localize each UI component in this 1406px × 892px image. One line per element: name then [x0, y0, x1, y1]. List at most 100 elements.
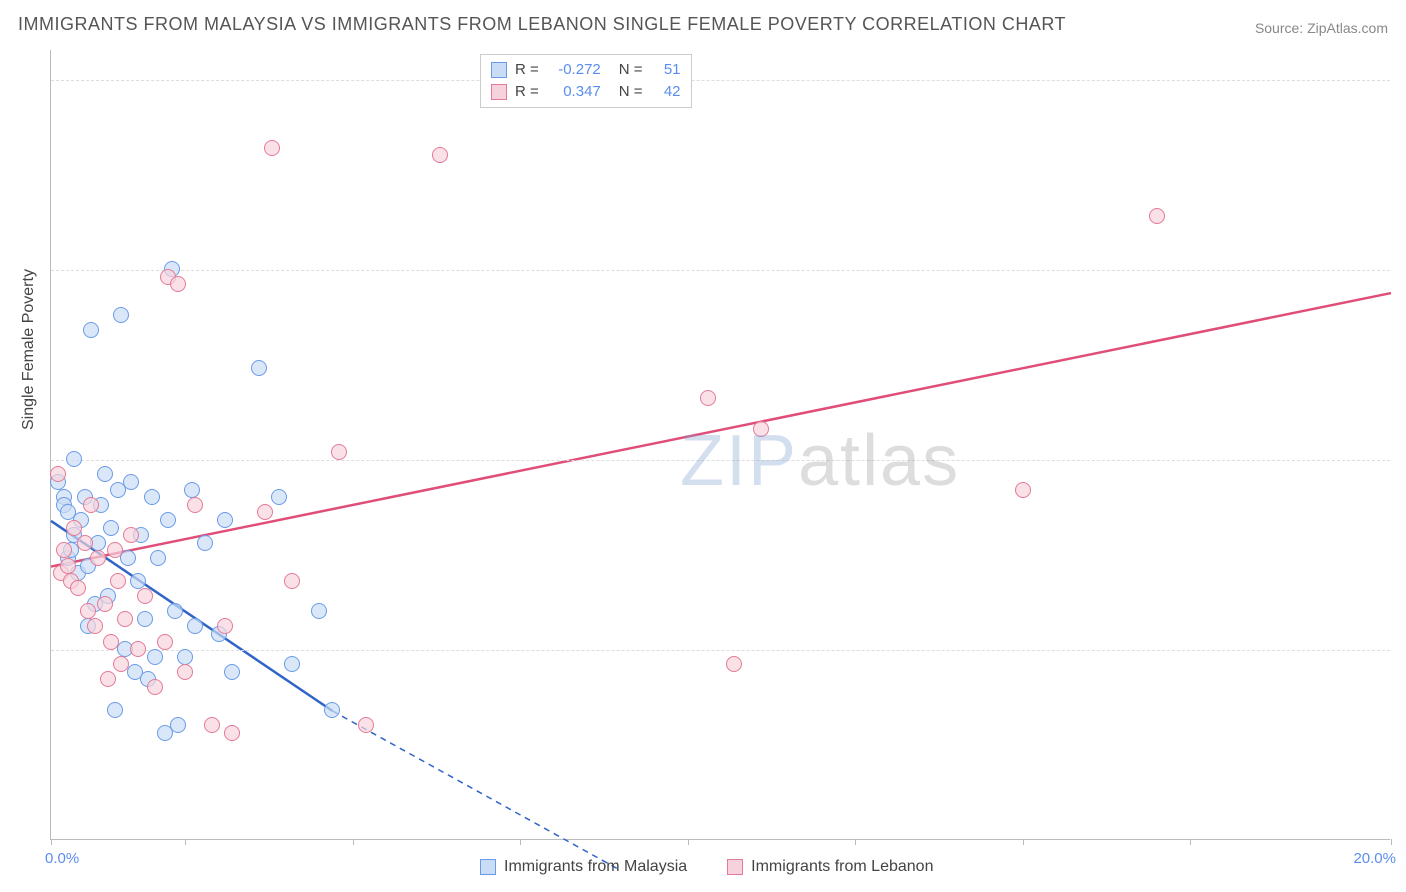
- legend-label: Immigrants from Lebanon: [751, 858, 933, 876]
- r-value-malaysia: -0.272: [547, 59, 601, 81]
- scatter-point-malaysia: [187, 618, 203, 634]
- scatter-point-lebanon: [700, 390, 716, 406]
- stats-row-malaysia: R = -0.272 N = 51: [491, 59, 681, 81]
- x-tick: [688, 839, 689, 845]
- n-value-lebanon: 42: [651, 81, 681, 103]
- chart-plot-area: 12.5%25.0%37.5%50.0%0.0%20.0%: [50, 50, 1390, 840]
- n-value-malaysia: 51: [651, 59, 681, 81]
- grid-line: [51, 650, 1390, 651]
- legend-item-lebanon: Immigrants from Lebanon: [727, 858, 933, 876]
- scatter-point-lebanon: [110, 573, 126, 589]
- scatter-point-lebanon: [170, 276, 186, 292]
- r-label: R =: [515, 81, 539, 103]
- scatter-point-lebanon: [726, 656, 742, 672]
- x-tick: [1391, 839, 1392, 845]
- r-label: R =: [515, 59, 539, 81]
- grid-line: [51, 80, 1390, 81]
- trend-line-dashed-malaysia: [332, 711, 620, 871]
- scatter-point-lebanon: [204, 717, 220, 733]
- x-right-label: 20.0%: [1353, 850, 1396, 867]
- scatter-point-lebanon: [103, 634, 119, 650]
- scatter-point-malaysia: [113, 307, 129, 323]
- stats-row-lebanon: R = 0.347 N = 42: [491, 81, 681, 103]
- scatter-point-lebanon: [157, 634, 173, 650]
- scatter-point-malaysia: [147, 649, 163, 665]
- scatter-point-malaysia: [123, 474, 139, 490]
- x-tick: [1190, 839, 1191, 845]
- scatter-point-lebanon: [217, 618, 233, 634]
- scatter-point-lebanon: [177, 664, 193, 680]
- scatter-point-malaysia: [167, 603, 183, 619]
- scatter-point-lebanon: [1149, 208, 1165, 224]
- x-tick: [353, 839, 354, 845]
- scatter-point-lebanon: [147, 679, 163, 695]
- n-label: N =: [619, 81, 643, 103]
- scatter-point-malaysia: [97, 466, 113, 482]
- scatter-point-malaysia: [107, 702, 123, 718]
- swatch-malaysia: [491, 62, 507, 78]
- scatter-point-lebanon: [97, 596, 113, 612]
- scatter-point-lebanon: [257, 504, 273, 520]
- scatter-point-malaysia: [184, 482, 200, 498]
- scatter-point-lebanon: [90, 550, 106, 566]
- grid-line: [51, 460, 1390, 461]
- scatter-point-malaysia: [66, 451, 82, 467]
- scatter-point-lebanon: [224, 725, 240, 741]
- trend-lines-layer: [51, 50, 1390, 839]
- source-label: Source: ZipAtlas.com: [1255, 20, 1388, 36]
- trend-line-lebanon: [51, 293, 1391, 566]
- scatter-point-lebanon: [284, 573, 300, 589]
- x-tick: [1023, 839, 1024, 845]
- scatter-point-lebanon: [87, 618, 103, 634]
- x-tick: [185, 839, 186, 845]
- swatch-malaysia: [480, 859, 496, 875]
- scatter-point-malaysia: [324, 702, 340, 718]
- scatter-point-malaysia: [251, 360, 267, 376]
- r-value-lebanon: 0.347: [547, 81, 601, 103]
- n-label: N =: [619, 59, 643, 81]
- x-tick: [520, 839, 521, 845]
- scatter-point-lebanon: [77, 535, 93, 551]
- scatter-point-lebanon: [56, 542, 72, 558]
- scatter-point-malaysia: [83, 322, 99, 338]
- swatch-lebanon: [491, 84, 507, 100]
- scatter-point-malaysia: [130, 573, 146, 589]
- scatter-point-lebanon: [60, 558, 76, 574]
- scatter-point-malaysia: [271, 489, 287, 505]
- scatter-point-lebanon: [130, 641, 146, 657]
- swatch-lebanon: [727, 859, 743, 875]
- scatter-point-malaysia: [170, 717, 186, 733]
- scatter-point-malaysia: [103, 520, 119, 536]
- scatter-point-lebanon: [123, 527, 139, 543]
- scatter-point-malaysia: [197, 535, 213, 551]
- x-tick: [855, 839, 856, 845]
- scatter-point-malaysia: [311, 603, 327, 619]
- scatter-point-lebanon: [50, 466, 66, 482]
- scatter-point-malaysia: [120, 550, 136, 566]
- x-tick: [51, 839, 52, 845]
- scatter-point-malaysia: [160, 512, 176, 528]
- scatter-point-lebanon: [117, 611, 133, 627]
- scatter-point-lebanon: [331, 444, 347, 460]
- scatter-point-lebanon: [264, 140, 280, 156]
- y-axis-title: Single Female Poverty: [20, 269, 38, 430]
- scatter-point-lebanon: [83, 497, 99, 513]
- scatter-point-lebanon: [1015, 482, 1031, 498]
- legend-item-malaysia: Immigrants from Malaysia: [480, 858, 687, 876]
- legend-label: Immigrants from Malaysia: [504, 858, 687, 876]
- scatter-point-malaysia: [284, 656, 300, 672]
- scatter-point-lebanon: [753, 421, 769, 437]
- stats-legend: R = -0.272 N = 51 R = 0.347 N = 42: [480, 54, 692, 108]
- scatter-point-malaysia: [137, 611, 153, 627]
- scatter-point-lebanon: [113, 656, 129, 672]
- scatter-point-malaysia: [217, 512, 233, 528]
- chart-title: IMMIGRANTS FROM MALAYSIA VS IMMIGRANTS F…: [18, 14, 1066, 35]
- x-left-label: 0.0%: [45, 850, 79, 867]
- scatter-point-lebanon: [137, 588, 153, 604]
- scatter-point-lebanon: [100, 671, 116, 687]
- scatter-point-lebanon: [187, 497, 203, 513]
- scatter-point-malaysia: [224, 664, 240, 680]
- scatter-point-lebanon: [107, 542, 123, 558]
- scatter-point-lebanon: [66, 520, 82, 536]
- scatter-point-malaysia: [144, 489, 160, 505]
